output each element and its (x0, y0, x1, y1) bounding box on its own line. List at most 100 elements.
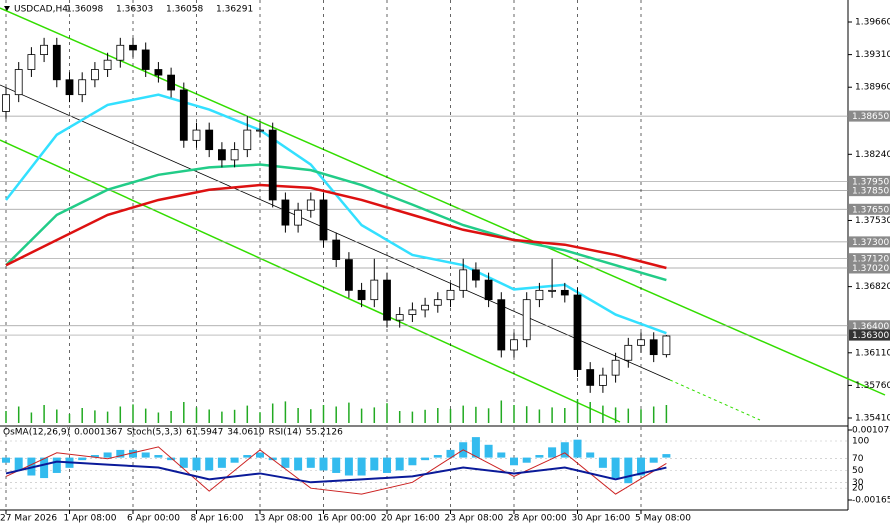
osma-bar (141, 452, 150, 458)
volume-bar (271, 403, 274, 423)
candle-body (599, 374, 607, 386)
candle-body (256, 129, 264, 132)
volume-bar (360, 408, 363, 423)
candle-body (268, 129, 277, 201)
osma-bar (522, 457, 531, 463)
channel-middle-extension (669, 379, 761, 421)
candle-body (459, 269, 468, 291)
indicator-legend-item: OsMA(12,26,9) (3, 428, 70, 438)
osc-tick-label: 70 (852, 454, 864, 464)
volume-bar (665, 405, 668, 423)
candle-body (192, 129, 201, 141)
candle-body (370, 279, 379, 301)
x-tick-label: 1 Apr 08:00 (64, 514, 117, 524)
stoch-line (5, 446, 667, 495)
volume-bar (233, 409, 236, 423)
volume-bar (56, 409, 58, 423)
volume-bar (335, 406, 337, 423)
symbol-title: USDCAD,H4 (14, 5, 68, 15)
osma-bar (217, 457, 226, 468)
candle-body (116, 44, 125, 61)
y-tick-label: 1.39660 (855, 17, 890, 27)
volume-bar (17, 406, 20, 423)
indicator-legend-item: 61.5947 (186, 428, 223, 438)
volume-bar (373, 407, 376, 423)
candle-body (78, 79, 87, 96)
candle-body (91, 69, 99, 81)
volume-bar (525, 406, 528, 423)
x-tick-label: 16 Apr 00:00 (318, 514, 377, 524)
osma-bar (14, 457, 23, 471)
volume-bar (348, 402, 350, 423)
candle-body (294, 209, 303, 226)
volume-bar (157, 412, 160, 423)
osma-bar (573, 439, 582, 458)
candle-body (535, 289, 544, 301)
header-ohlc: 1.36098 (66, 5, 103, 15)
candle-body (141, 49, 150, 70)
candle-body (2, 94, 10, 112)
osma-bar (179, 457, 188, 468)
candle-body (154, 69, 163, 76)
osma-bar (192, 457, 201, 471)
volume-bar (424, 409, 426, 423)
channel-upper (0, 7, 886, 396)
x-tick-label: 28 Apr 00:00 (508, 514, 567, 524)
osma-bar (446, 449, 455, 458)
osma-bar (90, 455, 99, 458)
osma-bar (484, 444, 493, 458)
level-label: 1.36400 (852, 322, 889, 332)
candle-body (586, 369, 595, 386)
osma-bar (344, 457, 353, 476)
osma-bar (40, 457, 49, 479)
candle-body (522, 299, 531, 341)
osma-bar (649, 457, 658, 463)
candle-body (637, 339, 645, 346)
volume-bar (284, 401, 287, 423)
osc-tick-label: 30 (852, 478, 864, 488)
volume-bar (449, 408, 452, 423)
y-tick-label: 1.35760 (855, 381, 890, 391)
x-tick-label: 27 Mar 2026 (0, 514, 57, 524)
indicator-legend-item: 55.2126 (306, 428, 343, 438)
candle-body (243, 129, 252, 151)
volume-bar (576, 399, 579, 423)
osma-bar (433, 455, 442, 458)
volume-bar (500, 400, 503, 423)
osma-bar (103, 452, 112, 458)
candle-body (446, 289, 455, 301)
candle-body (484, 279, 493, 301)
indicator-legend-item: 0.0001367 (74, 428, 123, 438)
channel-middle (0, 84, 671, 381)
candle-body (205, 129, 214, 151)
volume-bar (411, 411, 414, 423)
x-tick-label: 23 Apr 08:00 (445, 514, 504, 524)
volume-bar (170, 411, 172, 423)
osma-bar (421, 457, 430, 461)
level-label-bg (849, 253, 890, 265)
volume-bar (627, 408, 630, 423)
osma-bar (497, 452, 506, 458)
volume-bar (640, 409, 642, 423)
volume-bar (462, 405, 464, 423)
candle-body (649, 339, 658, 356)
indicator-legend-item: RSI(14) (269, 428, 302, 438)
candle-body (230, 149, 239, 161)
candle-body (65, 79, 74, 96)
osma-bar (611, 457, 620, 479)
candle-body (611, 359, 620, 376)
candle-body (357, 289, 366, 301)
osma-bar (306, 457, 315, 468)
osma-bar (471, 437, 480, 458)
level-label: 1.38650 (852, 112, 889, 122)
level-label: 1.37300 (852, 238, 889, 248)
osma-bar (281, 457, 290, 468)
osma-bar (154, 455, 163, 458)
volume-bar (487, 408, 490, 423)
volume-bar (5, 411, 7, 423)
candle-body (40, 44, 48, 56)
osc-tick-label: 100 (852, 437, 869, 447)
volume-bar (398, 411, 401, 423)
